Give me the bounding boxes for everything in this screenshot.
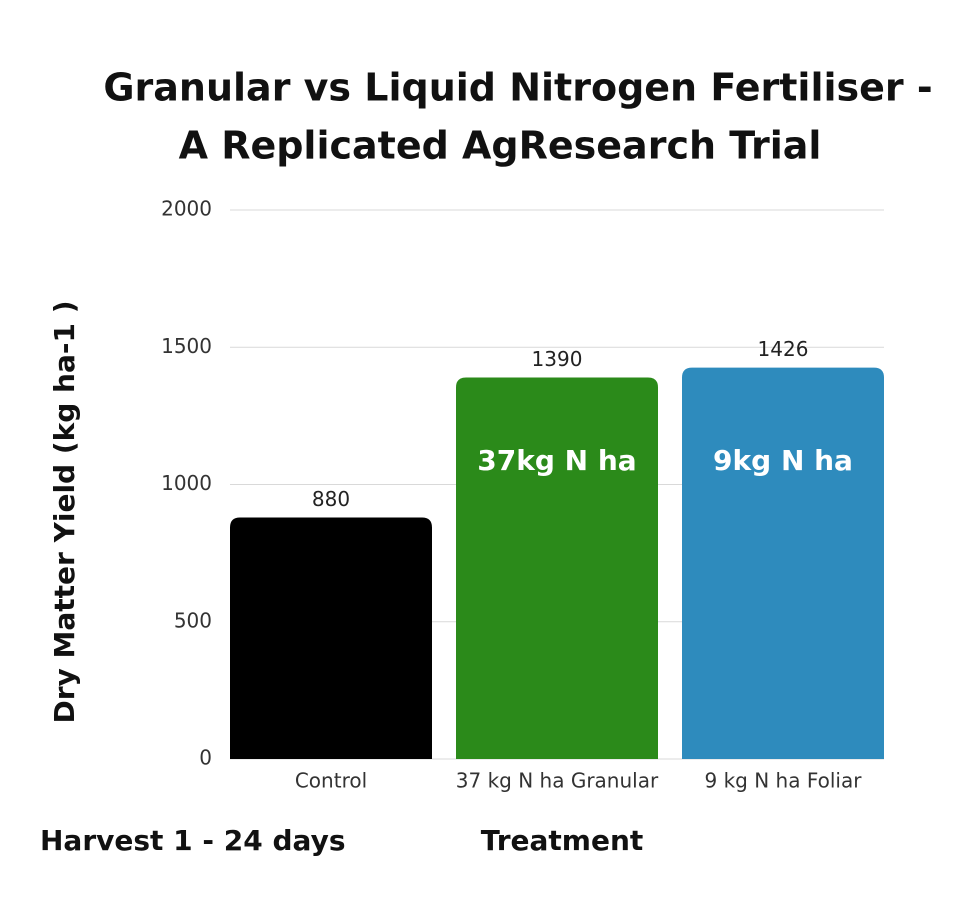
value-label: 1426 [758, 337, 809, 361]
bar [682, 367, 884, 759]
x-axis-label: Treatment [481, 824, 644, 857]
x-tick-label: Control [295, 769, 367, 793]
bar-annotation: 9kg N ha [713, 444, 853, 477]
y-tick-label: 500 [174, 608, 212, 632]
bar-annotation: 37kg N ha [477, 444, 636, 477]
chart-title: Granular vs Liquid Nitrogen Fertiliser - [103, 66, 932, 110]
x-tick-label: 9 kg N ha Foliar [705, 769, 863, 793]
x-tick-label: 37 kg N ha Granular [456, 769, 659, 793]
bar [456, 377, 658, 759]
y-tick-label: 1000 [161, 471, 212, 495]
y-tick-label: 2000 [161, 197, 212, 221]
bar [230, 517, 432, 759]
y-axis-label: Dry Matter Yield (kg ha-1 ) [48, 300, 81, 723]
annotation: Harvest 1 - 24 days [40, 824, 345, 857]
chart-title: A Replicated AgResearch Trial [179, 124, 822, 168]
value-label: 1390 [532, 347, 583, 371]
value-label: 880 [312, 487, 350, 511]
y-tick-label: 1500 [161, 334, 212, 358]
y-tick-label: 0 [199, 746, 212, 770]
